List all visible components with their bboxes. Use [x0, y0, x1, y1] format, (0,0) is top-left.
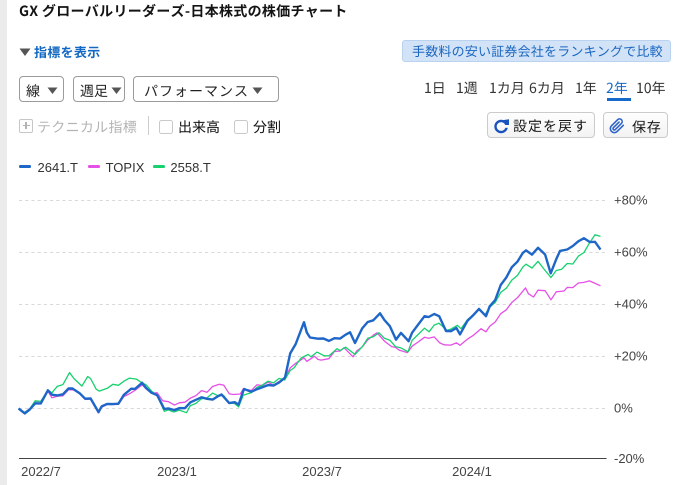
- svg-text:+60%: +60%: [614, 245, 648, 260]
- svg-text:+40%: +40%: [614, 297, 648, 312]
- svg-text:+80%: +80%: [614, 193, 648, 208]
- svg-text:2024/1: 2024/1: [452, 464, 492, 479]
- svg-text:2022/7: 2022/7: [21, 464, 61, 479]
- svg-text:2023/1: 2023/1: [157, 464, 197, 479]
- svg-text:+20%: +20%: [614, 349, 648, 364]
- svg-text:2023/7: 2023/7: [302, 464, 342, 479]
- svg-text:-20%: -20%: [614, 451, 645, 466]
- svg-text:0%: 0%: [614, 401, 633, 416]
